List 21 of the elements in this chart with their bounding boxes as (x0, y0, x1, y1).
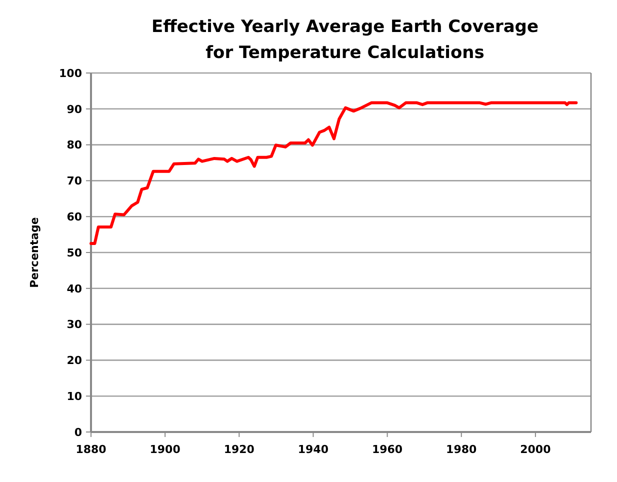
y-tick-label: 100 (59, 66, 82, 80)
y-tick-label: 40 (66, 282, 82, 296)
y-axis-title: Percentage (28, 217, 41, 288)
x-tick-label: 1940 (298, 443, 329, 456)
line-series (90, 101, 578, 246)
y-tick-label: 60 (66, 210, 82, 224)
x-tick-label: 1880 (76, 443, 107, 456)
y-tick-label: 10 (66, 390, 82, 403)
y-tick-label: 0 (74, 426, 82, 439)
x-tick-label: 2000 (520, 443, 552, 456)
y-tick-label: 20 (66, 354, 82, 368)
y-tick-label: 90 (66, 102, 82, 116)
y-tick-label: 80 (66, 138, 82, 152)
y-tick-label: 70 (66, 174, 82, 188)
x-tick-label: 1960 (372, 443, 403, 456)
chart-title: Effective Yearly Average Earth Coverage for Temperature Calculations (151, 17, 539, 63)
x-tick-label: 1920 (224, 443, 255, 456)
y-tick-label: 50 (66, 246, 82, 260)
y-tick-label: 30 (66, 318, 82, 332)
x-tick-label: 1900 (150, 443, 181, 456)
x-tick-label: 1980 (446, 443, 478, 456)
